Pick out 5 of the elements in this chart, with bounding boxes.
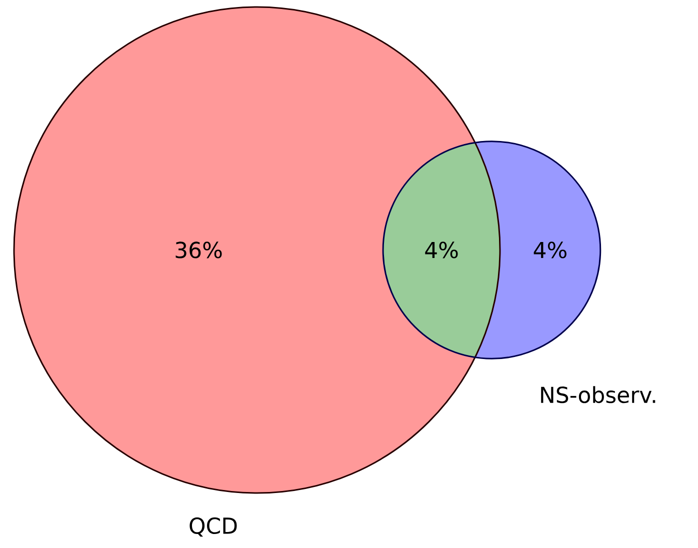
text: QCD [190,517,237,537]
text: NS-observ. [541,386,656,404]
data-label: 4% [425,242,458,258]
data-label: 36% [176,242,222,258]
data-label: 4% [534,242,566,258]
